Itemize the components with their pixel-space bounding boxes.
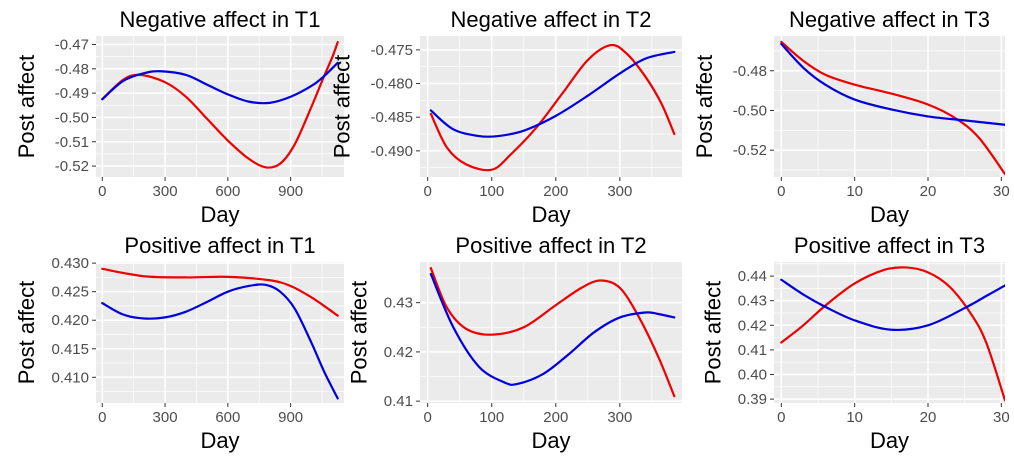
x-tick-label: 300 — [607, 409, 632, 426]
x-tick-label: 20 — [920, 409, 937, 426]
y-tick-label: 0.430 — [51, 255, 89, 272]
y-tick-label: 0.420 — [51, 312, 89, 329]
x-tick-label: 0 — [424, 183, 432, 200]
y-tick-label: -0.47 — [55, 37, 89, 54]
panel-title: Positive affect in T1 — [124, 233, 315, 258]
y-tick-label: -0.52 — [55, 158, 89, 175]
panel-6: 0.44 0.43 0.42 0.41 0.40 0.39 0 10 20 30 Positive … — [700, 233, 1009, 453]
x-tick-label: 0 — [424, 409, 432, 426]
x-tick-label: 600 — [215, 409, 240, 426]
x-tick-label: 300 — [607, 183, 632, 200]
x-tick-label: 600 — [215, 183, 240, 200]
plot-background — [96, 262, 344, 403]
x-tick-label: 20 — [920, 183, 937, 200]
series-line-red — [780, 266, 1005, 402]
y-axis-label: Post affect — [700, 281, 725, 385]
series-line-red — [429, 267, 676, 398]
panel-title: Negative affect in T2 — [451, 7, 652, 32]
y-axis-label: Post affect — [692, 55, 717, 159]
x-tick-label: 30 — [993, 183, 1010, 200]
y-tick-label: -0.48 — [55, 61, 89, 78]
y-tick-label: -0.50 — [55, 109, 89, 126]
series-line-blue — [101, 283, 339, 400]
plot-background — [96, 36, 344, 177]
plot-background — [774, 36, 1005, 177]
panel-title: Positive affect in T3 — [794, 233, 985, 258]
series-line-blue — [780, 278, 1005, 332]
x-tick-label: 300 — [153, 183, 178, 200]
x-axis-label: Day — [531, 428, 570, 453]
x-axis-label: Day — [870, 202, 909, 227]
series-line-blue — [429, 272, 676, 386]
y-tick-label: -0.48 — [733, 63, 767, 80]
x-tick-label: 0 — [98, 409, 106, 426]
y-tick-label: 0.44 — [738, 268, 767, 285]
x-tick-label: 0 — [98, 183, 106, 200]
y-tick-label: -0.475 — [370, 42, 413, 59]
y-tick-label: -0.51 — [55, 134, 89, 151]
y-axis-label: Post affect — [14, 55, 39, 159]
x-tick-label: 30 — [993, 409, 1010, 426]
y-tick-label: 0.40 — [738, 367, 767, 384]
y-tick-label: 0.41 — [384, 393, 413, 410]
panel-5: 0.43 0.42 0.41 0 100 200 300 Positive affect in… — [346, 233, 682, 453]
x-axis-label: Day — [531, 202, 570, 227]
y-tick-label: 0.39 — [738, 391, 767, 408]
x-tick-label: 10 — [846, 183, 863, 200]
x-tick-label: 100 — [479, 183, 504, 200]
x-axis-label: Day — [200, 202, 239, 227]
series-line-blue — [429, 50, 676, 138]
x-axis-label: Day — [870, 428, 909, 453]
y-tick-label: 0.42 — [738, 317, 767, 334]
plot-background — [420, 36, 682, 177]
y-axis-label: Post affect — [14, 281, 39, 385]
panel-1: -0.47 -0.48 -0.49 -0.50 -0.51 -0.52 0 300 600 900… — [14, 7, 344, 227]
panel-2: -0.475 -0.480 -0.485 -0.490 0 100 200 300 Negati… — [330, 7, 682, 227]
y-tick-label: 0.43 — [384, 295, 413, 312]
panel-title: Positive affect in T2 — [455, 233, 646, 258]
x-axis-label: Day — [200, 428, 239, 453]
y-tick-label: -0.50 — [733, 102, 767, 119]
y-tick-label: -0.485 — [370, 109, 413, 126]
x-tick-label: 900 — [278, 409, 303, 426]
plot-background — [774, 262, 1005, 403]
panel-title: Negative affect in T3 — [789, 7, 990, 32]
plot-background — [420, 262, 682, 403]
x-tick-label: 200 — [543, 183, 568, 200]
y-axis-label: Post affect — [346, 281, 371, 385]
y-tick-label: -0.480 — [370, 76, 413, 93]
y-tick-label: -0.490 — [370, 143, 413, 160]
y-tick-label: 0.42 — [384, 344, 413, 361]
x-tick-label: 200 — [543, 409, 568, 426]
x-tick-label: 0 — [777, 183, 785, 200]
y-tick-label: 0.41 — [738, 342, 767, 359]
panel-title: Negative affect in T1 — [120, 7, 321, 32]
y-tick-label: 0.43 — [738, 293, 767, 310]
y-axis-label: Post affect — [330, 55, 355, 159]
x-tick-label: 300 — [153, 409, 178, 426]
series-line-blue — [780, 42, 1005, 126]
series-line-blue — [101, 61, 339, 105]
y-tick-label: -0.49 — [55, 85, 89, 102]
y-tick-label: 0.415 — [51, 341, 89, 358]
y-tick-label: 0.410 — [51, 369, 89, 386]
x-tick-label: 0 — [777, 409, 785, 426]
series-line-red — [101, 267, 339, 317]
x-tick-label: 100 — [479, 409, 504, 426]
y-tick-label: 0.425 — [51, 284, 89, 301]
x-tick-label: 10 — [846, 409, 863, 426]
series-line-red — [429, 43, 676, 172]
x-tick-label: 900 — [278, 183, 303, 200]
series-line-red — [101, 40, 339, 169]
panel-4: 0.430 0.425 0.420 0.415 0.410 0 300 600 900 Posit… — [14, 233, 344, 453]
series-line-red — [780, 40, 1005, 176]
panel-3: -0.48 -0.50 -0.52 0 10 20 30 Negative affect in… — [692, 7, 1010, 227]
y-tick-label: -0.52 — [733, 142, 767, 159]
